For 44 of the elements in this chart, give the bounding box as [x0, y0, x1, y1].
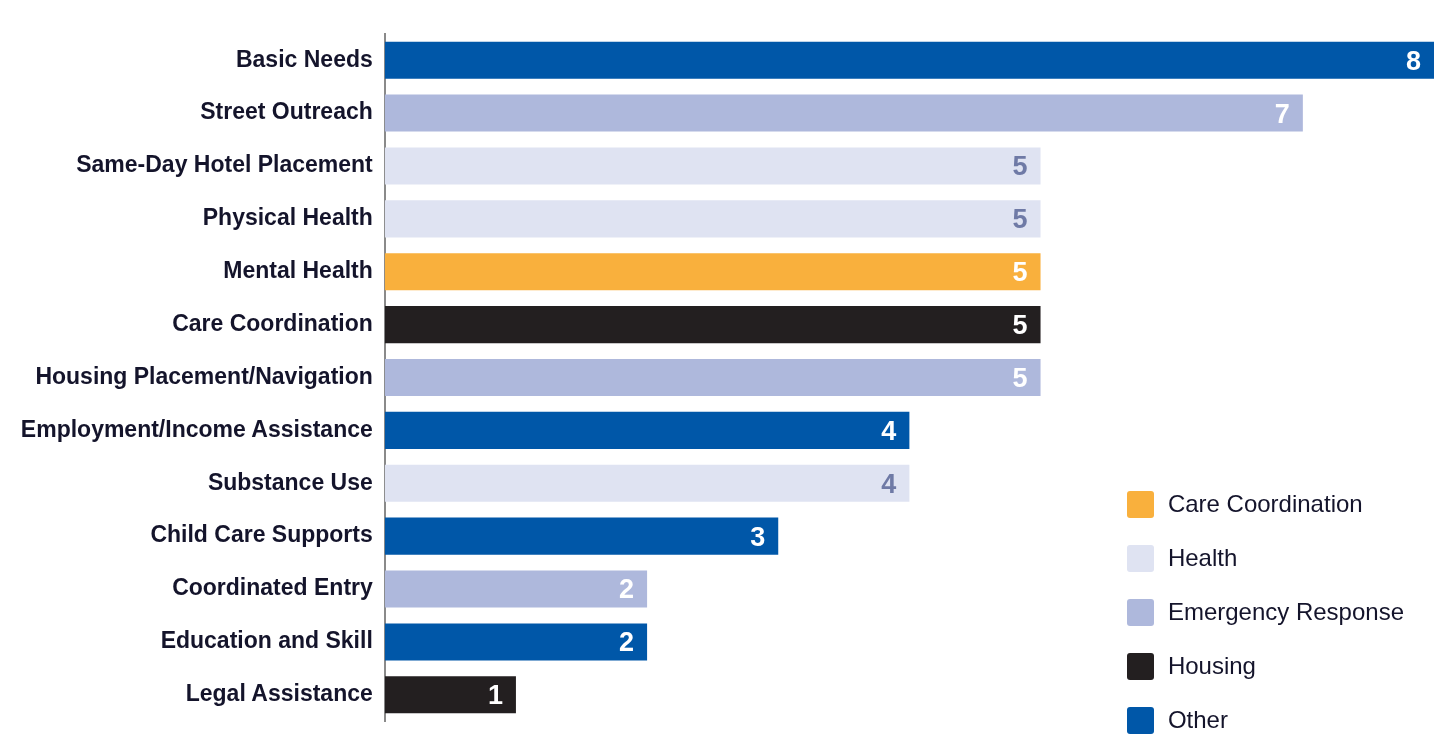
data-label: 4: [881, 415, 897, 446]
y-tick-label: Street Outreach: [200, 98, 373, 125]
bar: [384, 676, 516, 714]
data-label: 2: [619, 574, 635, 605]
data-label: 8: [1405, 45, 1421, 76]
bar: [384, 358, 1041, 397]
data-label: 2: [619, 627, 635, 658]
bar: [384, 41, 1434, 79]
bar: [384, 517, 779, 555]
bar: [384, 411, 910, 449]
y-tick-label: Physical Health: [202, 204, 373, 231]
data-label: 7: [1274, 98, 1290, 129]
y-tick-label: Education and Skill: [160, 627, 373, 654]
data-label: 5: [1012, 151, 1028, 182]
y-tick-label: Care Coordination: [172, 309, 373, 336]
bar: [384, 464, 910, 502]
legend-label: Health: [1167, 544, 1238, 572]
bar: [384, 94, 1303, 132]
legend-label: Emergency Response: [1167, 598, 1404, 626]
y-tick-label: Legal Assistance: [185, 680, 373, 707]
bar: [384, 200, 1041, 238]
legend-label: Care Coordination: [1167, 490, 1363, 518]
y-tick-label: Housing Placement/Navigation: [35, 362, 373, 389]
bar: [384, 147, 1041, 185]
legend-label: Housing: [1167, 652, 1256, 680]
y-tick-label: Child Care Supports: [150, 521, 373, 548]
bar: [384, 570, 648, 608]
y-tick-label: Employment/Income Assistance: [20, 415, 373, 442]
y-tick-label: Basic Needs: [235, 45, 373, 72]
bar: [384, 306, 1041, 344]
data-label: 3: [750, 521, 766, 552]
legend-label: Other: [1167, 706, 1228, 734]
y-tick-label: Coordinated Entry: [172, 574, 373, 601]
data-label: 5: [1012, 204, 1028, 235]
data-label: 1: [487, 680, 503, 711]
y-tick-label: Mental Health: [223, 257, 373, 284]
data-label: 5: [1012, 310, 1028, 341]
data-label: 5: [1012, 362, 1028, 393]
data-label: 5: [1012, 257, 1028, 288]
y-tick-label: Substance Use: [207, 468, 373, 495]
data-label: 4: [881, 468, 897, 499]
bar: [384, 253, 1041, 291]
y-tick-label: Same-Day Hotel Placement: [76, 151, 374, 178]
bar: [384, 623, 648, 661]
